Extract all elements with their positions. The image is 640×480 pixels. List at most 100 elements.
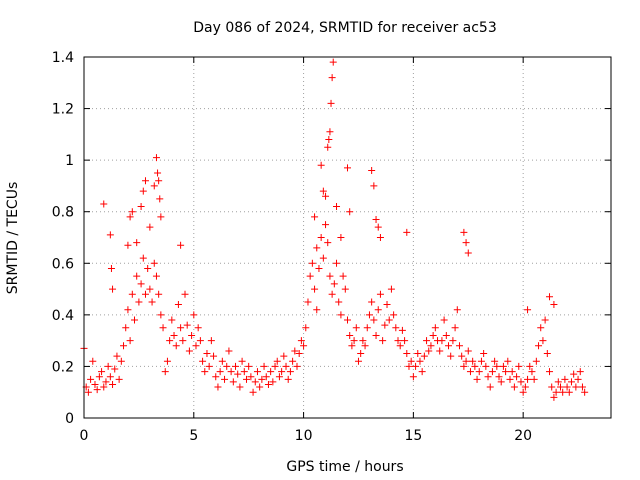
data-point: [427, 342, 435, 350]
data-point: [337, 234, 345, 241]
data-point: [128, 290, 136, 298]
data-point: [554, 378, 562, 386]
data-point: [131, 316, 139, 324]
data-point: [201, 368, 209, 376]
data-point: [420, 352, 428, 360]
data-point: [524, 306, 532, 314]
data-point: [451, 324, 459, 332]
data-point: [203, 350, 211, 358]
data-point: [115, 375, 123, 383]
data-point: [374, 223, 382, 231]
data-point: [317, 234, 325, 241]
x-tick-labels: 0 5 10 15 20: [80, 428, 533, 444]
data-point: [166, 337, 174, 345]
data-point: [403, 350, 411, 358]
data-point: [150, 259, 158, 267]
data-point: [460, 362, 468, 370]
data-point: [528, 368, 536, 376]
data-point: [328, 74, 336, 82]
data-point: [183, 321, 191, 329]
data-point: [502, 368, 510, 376]
data-point: [168, 316, 176, 324]
data-point: [95, 373, 103, 381]
y-tick-label: 1.4: [52, 50, 74, 66]
data-point: [322, 192, 330, 200]
data-point: [120, 342, 128, 350]
data-point: [107, 264, 115, 272]
x-tick-label: 20: [514, 428, 532, 444]
data-point: [325, 136, 333, 144]
data-point: [541, 316, 549, 324]
data-point: [348, 342, 356, 350]
data-point: [477, 357, 485, 365]
data-point: [453, 306, 461, 314]
data-points: [80, 58, 589, 401]
data-point: [126, 337, 134, 345]
data-point: [146, 285, 154, 293]
data-point: [535, 342, 543, 350]
y-tick-label: 0.6: [52, 256, 74, 272]
data-point: [113, 352, 121, 360]
data-point: [102, 378, 110, 386]
data-point: [210, 352, 218, 360]
data-point: [174, 301, 182, 309]
data-point: [319, 187, 327, 195]
data-point: [89, 357, 97, 365]
data-point: [192, 342, 200, 350]
data-point: [324, 239, 332, 247]
data-point: [315, 264, 323, 272]
data-point: [337, 311, 345, 319]
data-point: [271, 362, 279, 370]
data-point: [319, 254, 327, 262]
data-point: [300, 342, 308, 350]
data-point: [194, 324, 202, 332]
data-point: [537, 324, 545, 332]
y-tick-label: 0.8: [52, 205, 74, 221]
data-point: [398, 326, 406, 334]
data-point: [412, 362, 420, 370]
data-point: [106, 231, 114, 239]
data-point: [480, 350, 488, 358]
data-point: [350, 337, 358, 345]
y-tick-label: 0: [65, 411, 74, 427]
data-point: [275, 373, 283, 381]
data-point: [394, 337, 402, 345]
data-point: [493, 362, 501, 370]
data-point: [524, 375, 532, 383]
data-point: [543, 350, 551, 358]
data-point: [146, 223, 154, 231]
data-point: [445, 342, 453, 350]
data-point: [344, 316, 351, 324]
data-point: [344, 164, 351, 172]
data-point: [302, 324, 310, 332]
data-point: [313, 244, 321, 252]
data-point: [137, 280, 145, 288]
data-point: [141, 290, 149, 298]
data-point: [504, 357, 512, 365]
data-point: [289, 357, 297, 365]
data-point: [152, 154, 160, 162]
data-point: [436, 347, 444, 355]
data-point: [581, 388, 589, 396]
data-point: [133, 272, 141, 280]
data-point: [251, 378, 259, 386]
data-point: [245, 362, 253, 370]
data-point: [163, 357, 171, 365]
data-point: [91, 380, 99, 388]
data-point: [177, 241, 185, 249]
data-point: [218, 357, 226, 365]
data-point: [519, 388, 527, 396]
data-point: [188, 331, 196, 339]
data-point: [148, 298, 156, 306]
data-point: [100, 200, 108, 208]
data-point: [438, 337, 446, 345]
data-point: [379, 337, 387, 345]
data-point: [236, 383, 244, 391]
data-point: [106, 373, 114, 381]
data-point: [117, 357, 125, 365]
data-point: [311, 213, 319, 221]
data-point: [177, 324, 185, 332]
data-point: [207, 337, 215, 345]
data-point: [293, 362, 301, 370]
